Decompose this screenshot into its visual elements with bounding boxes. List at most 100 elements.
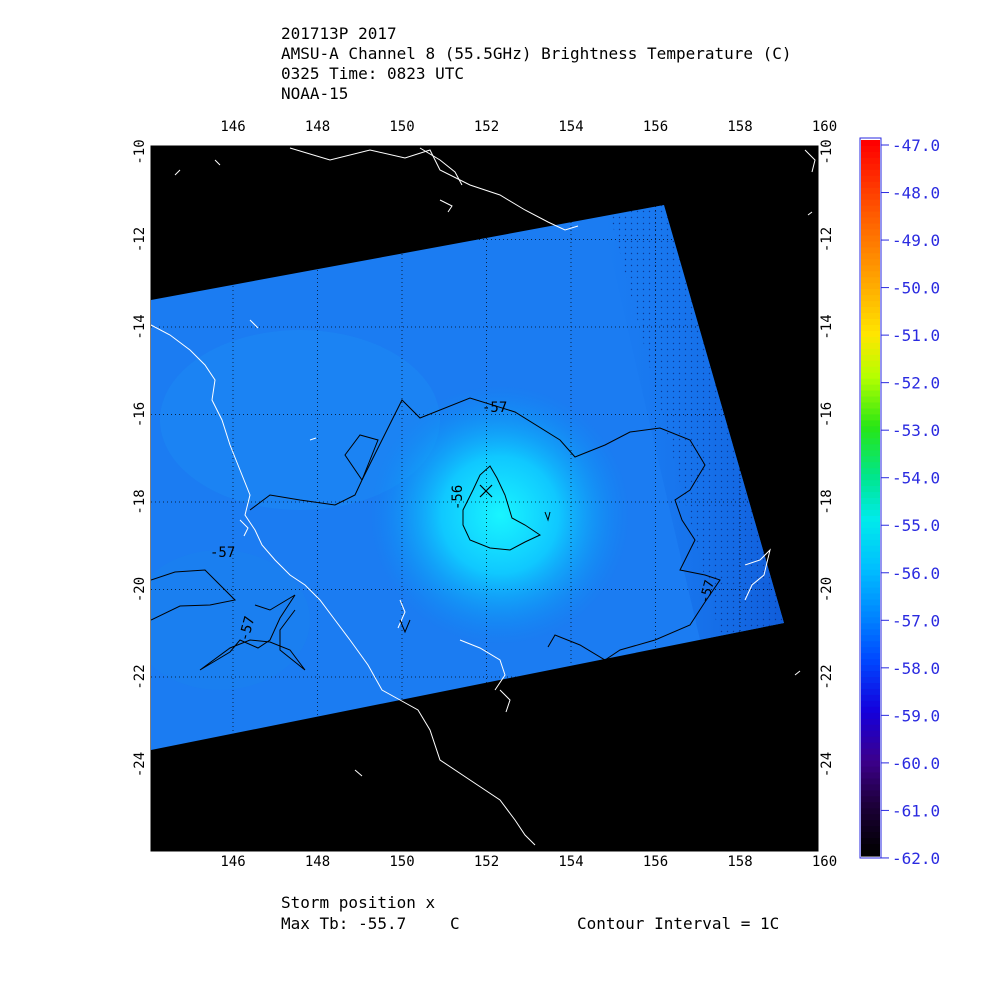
coastline xyxy=(151,147,816,846)
colorbar-cell xyxy=(861,754,880,762)
colorbar-cell xyxy=(861,259,880,266)
colorbar-cell xyxy=(861,438,880,445)
colorbar-tick-label: -62.0 xyxy=(892,849,940,868)
colorbar-cell xyxy=(861,802,880,809)
lon-tick-label-top: 146 xyxy=(220,119,245,135)
max-tb-unit: C xyxy=(450,914,460,933)
colorbar-cell xyxy=(861,826,880,833)
lat-tick-label-left: -24 xyxy=(132,752,148,777)
colorbar-cell xyxy=(861,372,880,380)
colorbar-tick-label: -53.0 xyxy=(892,421,940,440)
colorbar-cell xyxy=(861,563,880,571)
colorbar-cell xyxy=(861,766,880,774)
colorbar-cell xyxy=(861,688,880,696)
colorbar-cell xyxy=(861,784,880,791)
colorbar-cell xyxy=(861,700,880,708)
lat-tick-label-right: -20 xyxy=(819,577,835,602)
colorbar-tick-label: -56.0 xyxy=(892,564,940,583)
colorbar-cell xyxy=(861,575,880,583)
colorbar-cell xyxy=(861,408,880,416)
colorbar-cell xyxy=(861,402,880,410)
colorbar-cell xyxy=(861,163,880,171)
contour-label: -57 xyxy=(210,545,235,561)
colorbar-cell xyxy=(861,682,880,690)
map-grid xyxy=(151,146,818,851)
colorbar-cell xyxy=(861,533,880,541)
colorbar-cell xyxy=(861,229,880,237)
colorbar-cell xyxy=(861,157,880,165)
contour-interval-label: Contour Interval = 1C xyxy=(577,914,780,933)
colorbar-cell xyxy=(861,593,880,601)
lon-tick-label-bottom: 146 xyxy=(220,854,245,870)
colorbar-cell xyxy=(861,748,880,756)
colorbar-cell xyxy=(861,384,880,392)
colorbar-cell xyxy=(861,211,880,219)
colorbar-cell xyxy=(861,545,880,553)
colorbar-cell xyxy=(861,241,880,248)
colorbar-cell xyxy=(861,605,880,612)
colorbar-cell xyxy=(861,492,880,499)
colorbar-cell xyxy=(861,414,880,422)
colorbar-cell xyxy=(861,145,880,153)
lat-tick-label-left: -14 xyxy=(132,314,148,339)
lat-tick-label-left: -22 xyxy=(132,664,148,689)
lon-tick-label-bottom: 152 xyxy=(474,854,499,870)
lon-tick-label-bottom: 160 xyxy=(812,854,837,870)
colorbar-cell xyxy=(861,659,880,666)
colorbar-cell xyxy=(861,641,880,648)
contour-56 xyxy=(462,465,542,551)
colorbar-cell xyxy=(861,319,880,326)
colorbar-cell xyxy=(861,778,880,785)
contour-label: -57 xyxy=(236,614,258,643)
lon-tick-label-top: 158 xyxy=(727,119,752,135)
colorbar-cell xyxy=(861,623,880,630)
colorbar-cell xyxy=(861,444,880,451)
colorbar-cell xyxy=(861,432,880,439)
lon-tick-label-top: 154 xyxy=(558,119,583,135)
colorbar-tick-label: -47.0 xyxy=(892,136,940,155)
colorbar-cell xyxy=(861,617,880,624)
colorbar-cell xyxy=(861,509,880,517)
lat-tick-label-right: -18 xyxy=(819,489,835,514)
colorbar-cell xyxy=(861,426,880,433)
lat-tick-label-right: -12 xyxy=(819,227,835,252)
title-satellite: NOAA-15 xyxy=(281,84,349,103)
lat-tick-label-left: -10 xyxy=(132,139,148,164)
contour-label: -56 xyxy=(450,485,466,510)
colorbar: -47.0 -48.0 -49.0 -50.0 -51.0 -52.0 -53.0 -54.0… xyxy=(859,136,940,868)
lon-tick-label-top: 152 xyxy=(474,119,499,135)
colorbar-cell xyxy=(861,217,880,225)
colorbar-cell xyxy=(861,629,880,636)
colorbar-cell xyxy=(861,814,880,821)
colorbar-cell xyxy=(861,611,880,618)
contour-label: -57 xyxy=(697,578,718,605)
colorbar-cell xyxy=(861,140,880,147)
colorbar-tick-label: -54.0 xyxy=(892,469,940,488)
colorbar-cell xyxy=(861,265,880,272)
colorbar-frame xyxy=(859,137,882,859)
colorbar-cell xyxy=(861,760,880,768)
colorbar-cell xyxy=(861,772,880,780)
swath-edge-dots xyxy=(610,205,784,636)
lat-tick-label-right: -24 xyxy=(819,752,835,777)
lon-tick-label-bottom: 150 xyxy=(389,854,414,870)
colorbar-cell xyxy=(861,838,880,845)
colorbar-tick-label: -59.0 xyxy=(892,706,940,725)
colorbar-cell xyxy=(861,724,880,732)
title-storm-id: 201713P 2017 xyxy=(281,24,397,43)
colorbar-cell xyxy=(861,456,880,463)
colorbar-cell xyxy=(861,647,880,654)
colorbar-cell xyxy=(861,832,880,839)
colorbar-cell xyxy=(861,307,880,314)
lat-tick-label-right: -16 xyxy=(819,402,835,427)
colorbar-tick-label: -48.0 xyxy=(892,184,940,203)
colorbar-cell xyxy=(861,199,880,207)
colorbar-cell xyxy=(861,653,880,660)
colorbar-cell xyxy=(861,635,880,642)
colorbar-cell xyxy=(861,193,880,201)
lon-tick-label-top: 150 xyxy=(389,119,414,135)
colorbar-cell xyxy=(861,790,880,797)
colorbar-cell xyxy=(861,324,880,332)
colorbar-cell xyxy=(861,348,880,356)
